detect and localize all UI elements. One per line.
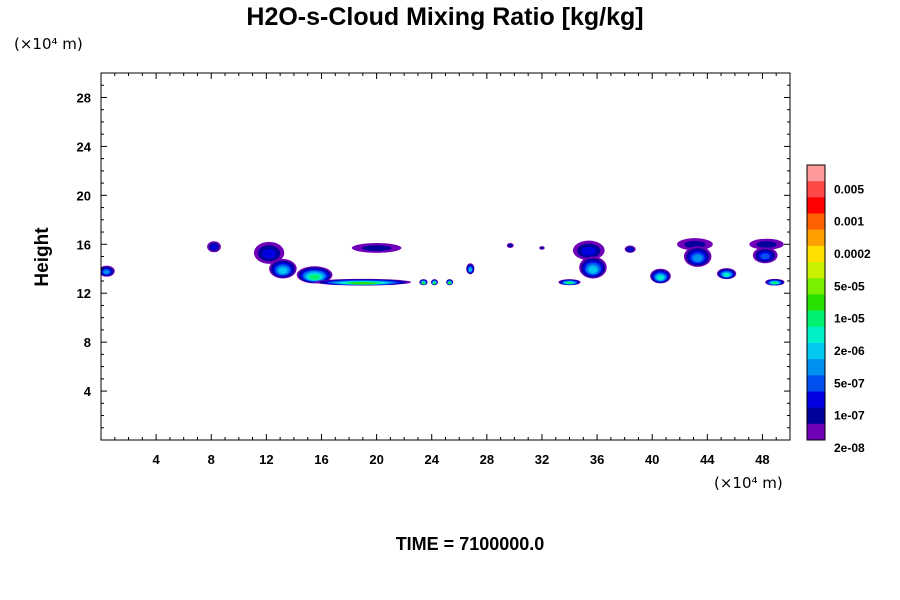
colorbar-swatch <box>807 294 825 311</box>
cloud-contour-level <box>361 245 392 252</box>
x-tick-label: 8 <box>208 452 215 467</box>
colorbar-swatch <box>807 423 825 441</box>
colorbar-swatch <box>807 245 825 263</box>
x-tick-label: 32 <box>535 452 549 467</box>
colorbar-swatch <box>807 165 825 182</box>
cloud-contours <box>101 238 785 286</box>
cloud-contour-level <box>278 267 288 274</box>
cloud-contour-level <box>422 282 425 285</box>
colorbar-label: 1e-05 <box>834 312 865 326</box>
x-tick-label: 40 <box>645 452 659 467</box>
colorbar-swatch <box>807 181 825 198</box>
y-tick-label: 24 <box>77 139 92 154</box>
cloud-contour-level <box>262 248 276 259</box>
colorbar: 0.005 0.001 0.0002 5e-05 1e-05 2e-06 5e-07 1e-0… <box>806 164 871 455</box>
cloud-contour-level <box>349 282 376 285</box>
colorbar-swatch <box>807 342 825 360</box>
colorbar-swatch <box>807 310 825 328</box>
x-tick-label: 4 <box>153 452 161 467</box>
chart-title: H2O-s-Cloud Mixing Ratio [kg/kg] <box>246 3 643 31</box>
cloud-contour-level <box>540 246 544 250</box>
y-tick-label: 16 <box>77 237 91 252</box>
colorbar-swatch <box>807 197 825 214</box>
colorbar-frame <box>806 164 826 441</box>
cloud-contour-level <box>657 275 664 281</box>
x-tick-label: 28 <box>480 452 494 467</box>
cloud-contour-level <box>772 282 778 285</box>
cloud-contour-level <box>588 266 598 274</box>
cloud-contour-level <box>468 268 472 272</box>
time-label: TIME = 7100000.0 <box>396 534 545 554</box>
colorbar-label: 5e-05 <box>834 279 865 293</box>
cloud-contour-level <box>756 241 777 248</box>
y-tick-label: 12 <box>77 286 91 301</box>
colorbar-label: 2e-06 <box>834 344 865 358</box>
cloud-contour-level <box>210 244 218 250</box>
colorbar-swatch <box>807 391 825 408</box>
y-tick-label: 20 <box>77 188 91 203</box>
colorbar-swatch <box>807 278 825 295</box>
y-tick-label: 8 <box>84 335 91 350</box>
colorbar-label: 0.0002 <box>834 247 871 261</box>
colorbar-swatch <box>807 359 825 376</box>
cloud-contour-level <box>760 253 770 260</box>
x-tick-label: 36 <box>590 452 604 467</box>
cloud-contour-level <box>433 282 436 285</box>
colorbar-swatch <box>807 407 825 425</box>
colorbar-swatch <box>807 375 825 392</box>
x-axis-unit: (×10⁴ m) <box>714 474 783 492</box>
cloud-contour-level <box>448 282 451 285</box>
colorbar-label: 5e-07 <box>834 376 865 390</box>
colorbar-label: 0.001 <box>834 215 864 229</box>
cloud-contour-level <box>692 254 703 262</box>
cloud-contour-level <box>508 244 513 248</box>
x-axis-ticks: 4 8 12 16 20 24 28 32 36 40 44 48 <box>114 73 777 467</box>
y-tick-label: 4 <box>84 384 92 399</box>
cloud-contour-level <box>103 270 110 274</box>
y-tick-label: 28 <box>77 90 91 105</box>
colorbar-label: 2e-08 <box>834 441 865 455</box>
y-axis-unit: (×10⁴ m) <box>14 35 83 53</box>
x-tick-label: 48 <box>755 452 769 467</box>
colorbar-swatch <box>807 229 825 247</box>
colorbar-swatch <box>807 326 825 344</box>
cloud-contour-level <box>627 247 633 252</box>
colorbar-swatch <box>807 262 825 279</box>
x-tick-label: 20 <box>369 452 383 467</box>
cloud-contour-level <box>309 274 320 280</box>
x-tick-label: 44 <box>700 452 715 467</box>
cloud-contour-level <box>566 282 573 285</box>
cloud-contour-level <box>581 246 596 256</box>
x-tick-label: 24 <box>424 452 439 467</box>
x-tick-label: 16 <box>314 452 328 467</box>
colorbar-swatch <box>807 213 825 231</box>
colorbar-label: 0.005 <box>834 182 864 196</box>
cloud-contour-level <box>723 273 730 277</box>
colorbar-label: 1e-07 <box>834 409 865 423</box>
x-tick-label: 12 <box>259 452 273 467</box>
y-axis-ticks: 4 8 12 16 20 24 28 <box>77 84 790 429</box>
y-axis-label: Height <box>32 227 53 287</box>
